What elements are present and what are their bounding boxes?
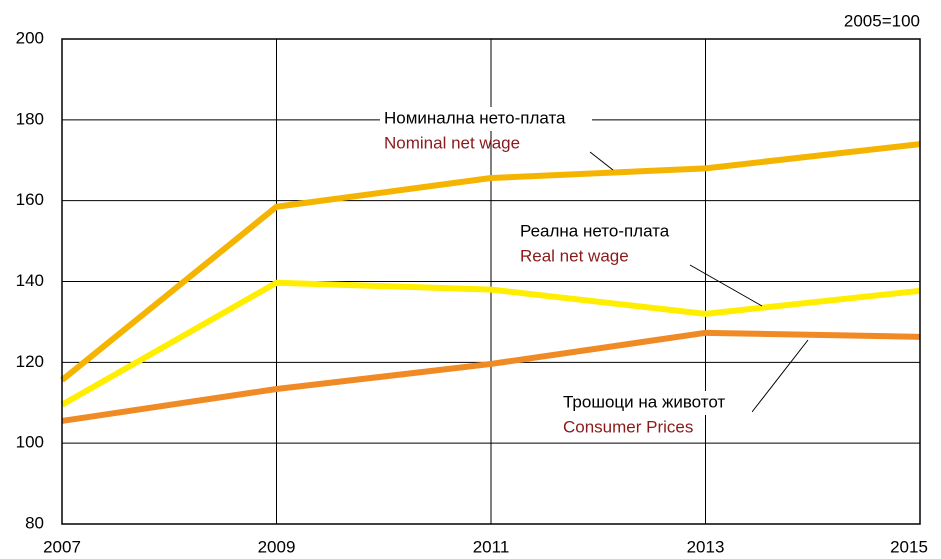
x-tick-label: 2007: [43, 537, 81, 556]
series-label: Номинална нето-плата: [384, 108, 566, 127]
y-tick-label: 180: [16, 109, 44, 128]
series-line: [61, 329, 921, 424]
x-tick-label: 2015: [890, 537, 928, 556]
y-tick-label: 160: [16, 190, 44, 209]
series-label: Nominal net wage: [384, 133, 520, 152]
series-label: Трошоци на животот: [563, 392, 725, 411]
x-tick-label: 2009: [258, 537, 296, 556]
series-label: Consumer Prices: [563, 417, 693, 436]
y-tick-label: 140: [16, 271, 44, 290]
leader-line: [589, 151, 614, 171]
series-label: Real net wage: [520, 246, 629, 265]
y-tick-label: 80: [25, 513, 44, 532]
y-tick-label: 200: [16, 28, 44, 47]
y-tick-label: 100: [16, 433, 44, 452]
series-line: [60, 279, 921, 408]
label-background: [560, 391, 752, 415]
unit-note: 2005=100: [844, 11, 920, 30]
x-tick-label: 2013: [687, 537, 725, 556]
series-label: Реална нето-плата: [520, 221, 670, 240]
label-background: [380, 107, 592, 131]
leader-line: [751, 339, 809, 413]
series-line: [60, 141, 921, 383]
lines: [60, 141, 921, 424]
leader-line: [689, 264, 763, 307]
x-tick-label: 2011: [473, 537, 510, 556]
plot-frame: [61, 38, 921, 525]
y-tick-label: 120: [16, 352, 44, 371]
